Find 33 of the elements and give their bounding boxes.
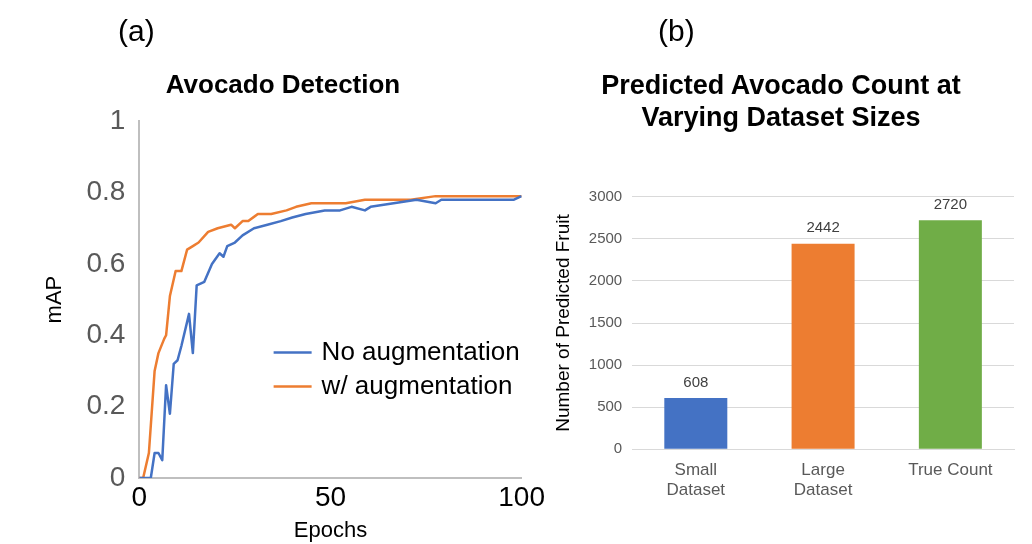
y-axis-title: mAP (41, 275, 67, 324)
y-tick-label: 2500 (588, 229, 623, 247)
y-axis-title: Number of Predicted Fruit (551, 213, 573, 432)
x-tick-label: Small Dataset (666, 460, 726, 500)
data-label: 608 (683, 372, 709, 390)
y-tick-label: 2000 (588, 271, 623, 289)
x-tick-label: 100 (498, 480, 545, 512)
y-tick-label: 500 (597, 397, 623, 415)
y-tick-label: 1000 (588, 355, 623, 373)
data-label: 2442 (806, 218, 840, 236)
x-tick-label: 0 (131, 480, 148, 512)
y-tick-label: 0.4 (86, 318, 126, 349)
y-tick-label: 0 (613, 439, 623, 457)
chart-title: Avocado Detection (165, 68, 401, 99)
legend-label: w/ augmentation (320, 369, 513, 400)
x-axis-title: Epochs (293, 516, 368, 542)
bar (791, 243, 855, 449)
text: (a) (118, 14, 155, 48)
bar (664, 398, 728, 449)
y-tick-label: 0.8 (86, 175, 126, 207)
y-tick-label: 0.6 (86, 246, 126, 278)
y-tick-label: 0.2 (86, 389, 126, 421)
chart-title: Predicted Avocado Count at Varying Dataset Sizes (601, 69, 961, 133)
x-tick-label: Large Dataset (793, 460, 853, 500)
legend-label: No augmentation (321, 335, 520, 366)
data-label: 2720 (933, 195, 968, 212)
y-tick-label: 1500 (588, 313, 623, 331)
bar (918, 220, 982, 449)
y-tick-label: 1 (109, 103, 126, 135)
x-tick-label: 50 (314, 480, 347, 512)
text: (b) (658, 14, 695, 48)
y-tick-label: 3000 (588, 186, 623, 204)
x-tick-label: True Count (908, 460, 993, 480)
